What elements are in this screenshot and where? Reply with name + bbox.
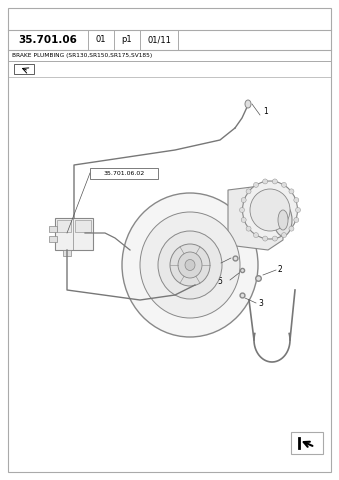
Ellipse shape xyxy=(263,236,267,241)
Bar xyxy=(63,250,71,256)
Ellipse shape xyxy=(245,100,251,108)
Text: 4: 4 xyxy=(206,260,212,268)
Text: 01: 01 xyxy=(96,36,106,45)
Bar xyxy=(57,220,71,232)
Ellipse shape xyxy=(274,204,292,236)
Text: 3: 3 xyxy=(258,300,263,309)
Ellipse shape xyxy=(254,182,259,187)
Text: 5: 5 xyxy=(218,277,222,287)
Ellipse shape xyxy=(272,179,277,184)
Ellipse shape xyxy=(289,189,294,194)
Text: p1: p1 xyxy=(122,36,132,45)
Ellipse shape xyxy=(250,189,290,231)
Bar xyxy=(49,226,57,232)
Text: 1: 1 xyxy=(263,108,268,117)
Ellipse shape xyxy=(185,260,195,271)
Ellipse shape xyxy=(263,179,267,184)
Bar xyxy=(75,220,91,232)
Ellipse shape xyxy=(278,210,288,230)
Ellipse shape xyxy=(122,193,258,337)
Text: 2: 2 xyxy=(278,264,283,274)
Ellipse shape xyxy=(158,231,222,299)
Ellipse shape xyxy=(140,212,240,318)
Ellipse shape xyxy=(170,244,210,286)
Text: 01/11: 01/11 xyxy=(147,36,171,45)
Ellipse shape xyxy=(289,226,294,231)
Ellipse shape xyxy=(281,233,286,238)
Polygon shape xyxy=(228,185,283,250)
Ellipse shape xyxy=(241,217,246,222)
Bar xyxy=(55,218,93,250)
Ellipse shape xyxy=(294,217,299,222)
Ellipse shape xyxy=(178,252,202,278)
Ellipse shape xyxy=(242,181,298,239)
Ellipse shape xyxy=(246,226,251,231)
Text: 35.701.06: 35.701.06 xyxy=(19,35,77,45)
Bar xyxy=(49,236,57,242)
Ellipse shape xyxy=(296,207,300,213)
Ellipse shape xyxy=(246,189,251,194)
Text: BRAKE PLUMBING (SR130,SR150,SR175,SV185): BRAKE PLUMBING (SR130,SR150,SR175,SV185) xyxy=(12,53,152,58)
Bar xyxy=(90,168,158,179)
Ellipse shape xyxy=(254,233,259,238)
Ellipse shape xyxy=(272,236,277,241)
Bar xyxy=(291,432,323,454)
Ellipse shape xyxy=(241,198,246,203)
Text: 35.701.06.02: 35.701.06.02 xyxy=(103,171,145,176)
Ellipse shape xyxy=(294,198,299,203)
Ellipse shape xyxy=(239,207,244,213)
Bar xyxy=(14,64,34,74)
Ellipse shape xyxy=(281,182,286,187)
